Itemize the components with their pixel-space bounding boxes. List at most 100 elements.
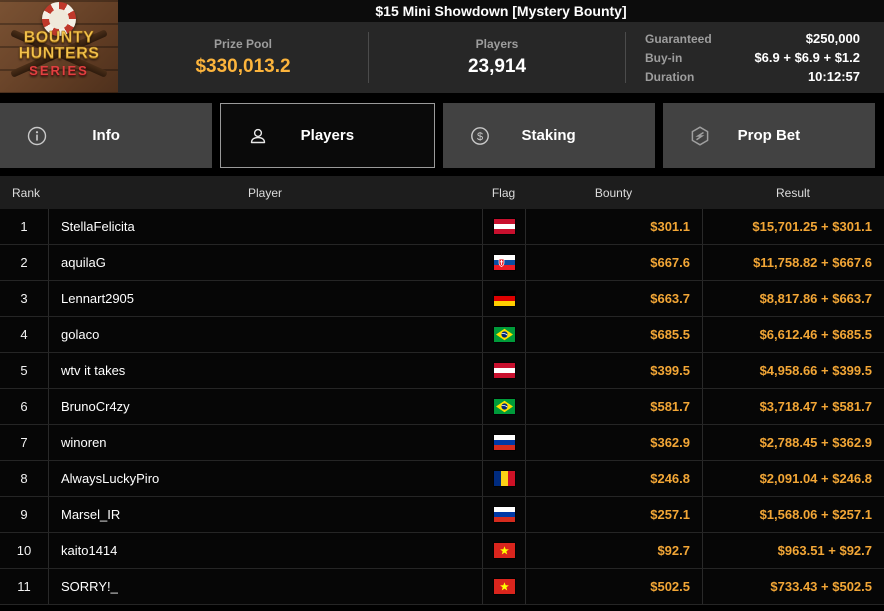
result-value: $4,958.66 + $399.5 [702, 353, 884, 388]
bounty-value: $663.7 [525, 281, 702, 316]
detail-label: Duration [645, 69, 695, 84]
bounty-hunters-series-logo: BOUNTY HUNTERS SERIES [0, 0, 118, 93]
rank-cell: 2 [20, 255, 28, 270]
logo-line-2: HUNTERS [18, 45, 100, 63]
player-name: Marsel_IR [48, 497, 482, 532]
players-count-section: Players 23,914 [369, 22, 625, 93]
player-name: winoren [48, 425, 482, 460]
flag-cell [482, 209, 525, 244]
result-value: $963.51 + $92.7 [702, 533, 884, 568]
table-row[interactable]: 9 Marsel_IR $257.1 $1,568.06 + $257.1 [0, 497, 884, 533]
staking-icon: $ [469, 125, 491, 147]
header-player: Player [247, 185, 282, 200]
player-name: golaco [48, 317, 482, 352]
rank-cell: 11 [17, 579, 31, 594]
prize-pool-section: Prize Pool $330,013.2 [118, 22, 368, 93]
header-rank: Rank [12, 185, 41, 200]
rank-cell: 7 [20, 435, 28, 450]
flag-cell [482, 497, 525, 532]
player-name: kaito1414 [48, 533, 482, 568]
tab-bar: Info Players $ Staking Prop Bet [0, 103, 884, 168]
bounty-value: $581.7 [525, 389, 702, 424]
flag-cell [482, 425, 525, 460]
rank-cell: 10 [16, 543, 32, 558]
stats-divider [625, 32, 626, 83]
tab-label: Players [300, 127, 355, 144]
prop-bet-icon [689, 125, 711, 147]
detail-row: Buy-in $6.9 + $6.9 + $1.2 [645, 50, 860, 65]
poker-chip-icon [42, 2, 76, 36]
table-row[interactable]: 3 Lennart2905 $663.7 $8,817.86 + $663.7 [0, 281, 884, 317]
tab-label: Prop Bet [737, 127, 801, 144]
bounty-value: $667.6 [525, 245, 702, 280]
flag-cell [482, 569, 525, 604]
bounty-value: $685.5 [525, 317, 702, 352]
table-row[interactable]: 11 SORRY!_ $502.5 $733.43 + $502.5 [0, 569, 884, 605]
table-row[interactable]: 2 aquilaG $667.6 $11,758.82 + $667.6 [0, 245, 884, 281]
result-value: $15,701.25 + $301.1 [702, 209, 884, 244]
rank-cell: 1 [20, 219, 28, 234]
bounty-value: $502.5 [525, 569, 702, 604]
detail-row: Guaranteed $250,000 [645, 31, 860, 46]
rank-cell: 3 [20, 291, 28, 306]
table-row[interactable]: 8 AlwaysLuckyPiro $246.8 $2,091.04 + $24… [0, 461, 884, 497]
player-name: Lennart2905 [48, 281, 482, 316]
tab-label: Info [92, 127, 120, 144]
tab-info[interactable]: Info [0, 103, 213, 168]
rank-cell: 6 [20, 399, 28, 414]
tab-prop-bet[interactable]: Prop Bet [662, 103, 875, 168]
table-row[interactable]: 6 BrunoCr4zy $581.7 $3,718.47 + $581.7 [0, 389, 884, 425]
flag-cell [482, 317, 525, 352]
table-row[interactable]: 10 kaito1414 $92.7 $963.51 + $92.7 [0, 533, 884, 569]
players-label: Players [475, 37, 519, 51]
svg-text:$: $ [476, 131, 482, 143]
detail-value: $250,000 [805, 31, 860, 46]
title-bar: $15 Mini Showdown [Mystery Bounty] [118, 0, 884, 22]
table-row[interactable]: 4 golaco $685.5 $6,612.46 + $685.5 [0, 317, 884, 353]
table-row[interactable]: 5 wtv it takes $399.5 $4,958.66 + $399.5 [0, 353, 884, 389]
rank-cell: 8 [20, 471, 28, 486]
tab-players[interactable]: Players [220, 103, 435, 168]
info-icon [26, 125, 48, 147]
results-table: 1 StellaFelicita $301.1 $15,701.25 + $30… [0, 209, 884, 605]
table-row[interactable]: 7 winoren $362.9 $2,788.45 + $362.9 [0, 425, 884, 461]
player-name: wtv it takes [48, 353, 482, 388]
result-value: $11,758.82 + $667.6 [702, 245, 884, 280]
slovakia-flag-icon [493, 255, 515, 270]
table-row[interactable]: 1 StellaFelicita $301.1 $15,701.25 + $30… [0, 209, 884, 245]
bounty-value: $92.7 [525, 533, 702, 568]
stats-panel: Prize Pool $330,013.2 Players 23,914 Gua… [118, 22, 884, 93]
austria-flag-icon [493, 219, 515, 234]
tournament-details: Guaranteed $250,000 Buy-in $6.9 + $6.9 + … [626, 22, 884, 93]
result-value: $2,788.45 + $362.9 [702, 425, 884, 460]
players-value: 23,914 [467, 56, 527, 77]
flag-cell [482, 245, 525, 280]
tournament-title: $15 Mini Showdown [Mystery Bounty] [375, 3, 627, 19]
header-bounty: Bounty [594, 185, 633, 200]
player-name: BrunoCr4zy [48, 389, 482, 424]
brazil-flag-icon [493, 399, 515, 414]
flag-cell [482, 461, 525, 496]
austria-flag-icon [493, 363, 515, 378]
romania-flag-icon [493, 471, 515, 486]
vietnam-flag-icon [493, 579, 515, 594]
prize-pool-label: Prize Pool [213, 37, 272, 51]
result-value: $3,718.47 + $581.7 [702, 389, 884, 424]
rank-cell: 5 [20, 363, 28, 378]
flag-cell [482, 533, 525, 568]
rank-cell: 9 [20, 507, 28, 522]
flag-cell [482, 353, 525, 388]
detail-label: Guaranteed [645, 31, 712, 46]
player-name: aquilaG [48, 245, 482, 280]
stats-divider [368, 32, 369, 83]
detail-label: Buy-in [645, 50, 683, 65]
bounty-value: $301.1 [525, 209, 702, 244]
bounty-value: $246.8 [525, 461, 702, 496]
russia-flag-icon [493, 435, 515, 450]
tab-staking[interactable]: $ Staking [442, 103, 655, 168]
detail-row: Duration 10:12:57 [645, 69, 860, 84]
result-value: $1,568.06 + $257.1 [702, 497, 884, 532]
result-value: $8,817.86 + $663.7 [702, 281, 884, 316]
bounty-value: $362.9 [525, 425, 702, 460]
result-value: $2,091.04 + $246.8 [702, 461, 884, 496]
